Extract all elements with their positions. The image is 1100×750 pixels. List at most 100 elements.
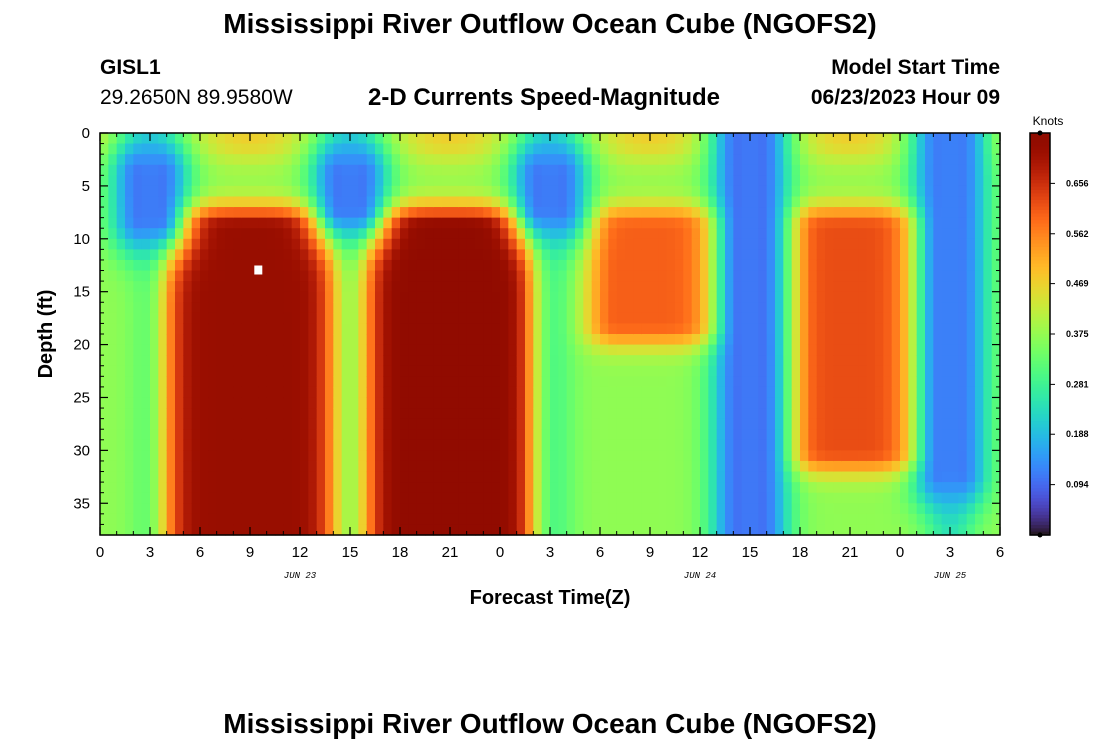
heatmap-cell: [741, 492, 751, 504]
heatmap-cell: [816, 397, 826, 409]
heatmap-cell: [616, 228, 626, 240]
heatmap-cell: [933, 355, 943, 367]
heatmap-cell: [191, 344, 201, 356]
heatmap-cell: [466, 238, 476, 250]
heatmap-cell: [583, 492, 593, 504]
heatmap-cell: [816, 164, 826, 176]
heatmap-cell: [775, 408, 784, 420]
heatmap-cell: [258, 302, 268, 314]
heatmap-cell: [333, 291, 343, 303]
heatmap-cell: [641, 133, 651, 145]
heatmap-cell: [316, 460, 326, 473]
heatmap-cell: [450, 323, 459, 335]
heatmap-cell: [708, 524, 718, 536]
heatmap-cell: [808, 143, 818, 155]
heatmap-cell: [675, 217, 684, 229]
heatmap-cell: [633, 302, 643, 314]
heatmap-cell: [250, 365, 259, 377]
heatmap-cell: [725, 217, 734, 229]
heatmap-cell: [416, 482, 426, 494]
heatmap-cell: [933, 418, 943, 430]
heatmap-cell: [383, 460, 393, 473]
heatmap-cell: [391, 259, 401, 272]
heatmap-cell: [866, 460, 876, 473]
heatmap-cell: [991, 270, 1001, 282]
heatmap-cell: [866, 429, 876, 441]
heatmap-cell: [516, 492, 526, 504]
heatmap-cell: [525, 154, 534, 166]
heatmap-cell: [400, 418, 409, 430]
heatmap-cell: [200, 460, 209, 473]
heatmap-cell: [333, 270, 343, 282]
heatmap-cell: [816, 238, 826, 250]
heatmap-cell: [875, 143, 884, 155]
heatmap-cell: [183, 386, 193, 399]
heatmap-cell: [575, 228, 584, 240]
heatmap-cell: [466, 133, 476, 145]
heatmap-cell: [275, 450, 284, 462]
heatmap-cell: [450, 185, 459, 198]
heatmap-cell: [208, 429, 218, 441]
heatmap-cell: [800, 185, 809, 198]
heatmap-cell: [466, 376, 476, 388]
heatmap-cell: [466, 513, 476, 526]
heatmap-cell: [291, 249, 301, 261]
heatmap-cell: [441, 344, 451, 356]
heatmap-cell: [733, 302, 743, 314]
heatmap-cell: [283, 175, 293, 187]
heatmap-cell: [950, 471, 959, 483]
heatmap-cell: [350, 482, 359, 494]
heatmap-cell: [291, 429, 301, 441]
heatmap-cell: [100, 365, 109, 377]
heatmap-cell: [716, 439, 726, 451]
colorbar-segment: [1030, 183, 1050, 188]
heatmap-cell: [283, 185, 293, 198]
heatmap-cell: [400, 492, 409, 504]
heatmap-cell: [741, 460, 751, 473]
heatmap-cell: [200, 312, 209, 325]
heatmap-cell: [150, 238, 159, 250]
colorbar-segment: [1030, 524, 1050, 529]
heatmap-cell: [491, 524, 501, 536]
heatmap-cell: [700, 524, 709, 536]
heatmap-cell: [483, 207, 493, 219]
heatmap-cell: [941, 439, 951, 451]
heatmap-cell: [108, 408, 118, 420]
heatmap-cell: [633, 281, 643, 293]
heatmap-cell: [891, 175, 901, 187]
heatmap-cell: [325, 471, 334, 483]
heatmap-cell: [450, 355, 459, 367]
heatmap-cell: [725, 334, 734, 346]
heatmap-cell: [941, 365, 951, 377]
heatmap-cell: [208, 492, 218, 504]
y-tick-label: 15: [73, 284, 90, 301]
heatmap-cell: [925, 471, 934, 483]
heatmap-cell: [725, 386, 734, 399]
heatmap-cell: [141, 492, 151, 504]
heatmap-cell: [116, 397, 126, 409]
heatmap-cell: [291, 344, 301, 356]
heatmap-cell: [533, 133, 543, 145]
heatmap-cell: [333, 344, 343, 356]
heatmap-cell: [291, 355, 301, 367]
heatmap-cell: [166, 238, 176, 250]
heatmap-cell: [125, 471, 134, 483]
heatmap-cell: [641, 439, 651, 451]
heatmap-cell: [166, 217, 176, 229]
heatmap-cell: [533, 408, 543, 420]
heatmap-cell: [566, 270, 576, 282]
heatmap-cell: [775, 207, 784, 219]
heatmap-cell: [466, 365, 476, 377]
colorbar-segment: [1030, 193, 1050, 198]
heatmap-cell: [825, 133, 834, 145]
heatmap-cell: [425, 238, 434, 250]
heatmap-cell: [583, 175, 593, 187]
heatmap-cell: [625, 185, 634, 198]
heatmap-cell: [600, 217, 609, 229]
heatmap-cell: [475, 281, 484, 293]
heatmap-cell: [600, 460, 609, 473]
heatmap-cell: [916, 217, 926, 229]
heatmap-cell: [800, 133, 809, 145]
heatmap-cell: [441, 228, 451, 240]
heatmap-cell: [566, 133, 576, 145]
